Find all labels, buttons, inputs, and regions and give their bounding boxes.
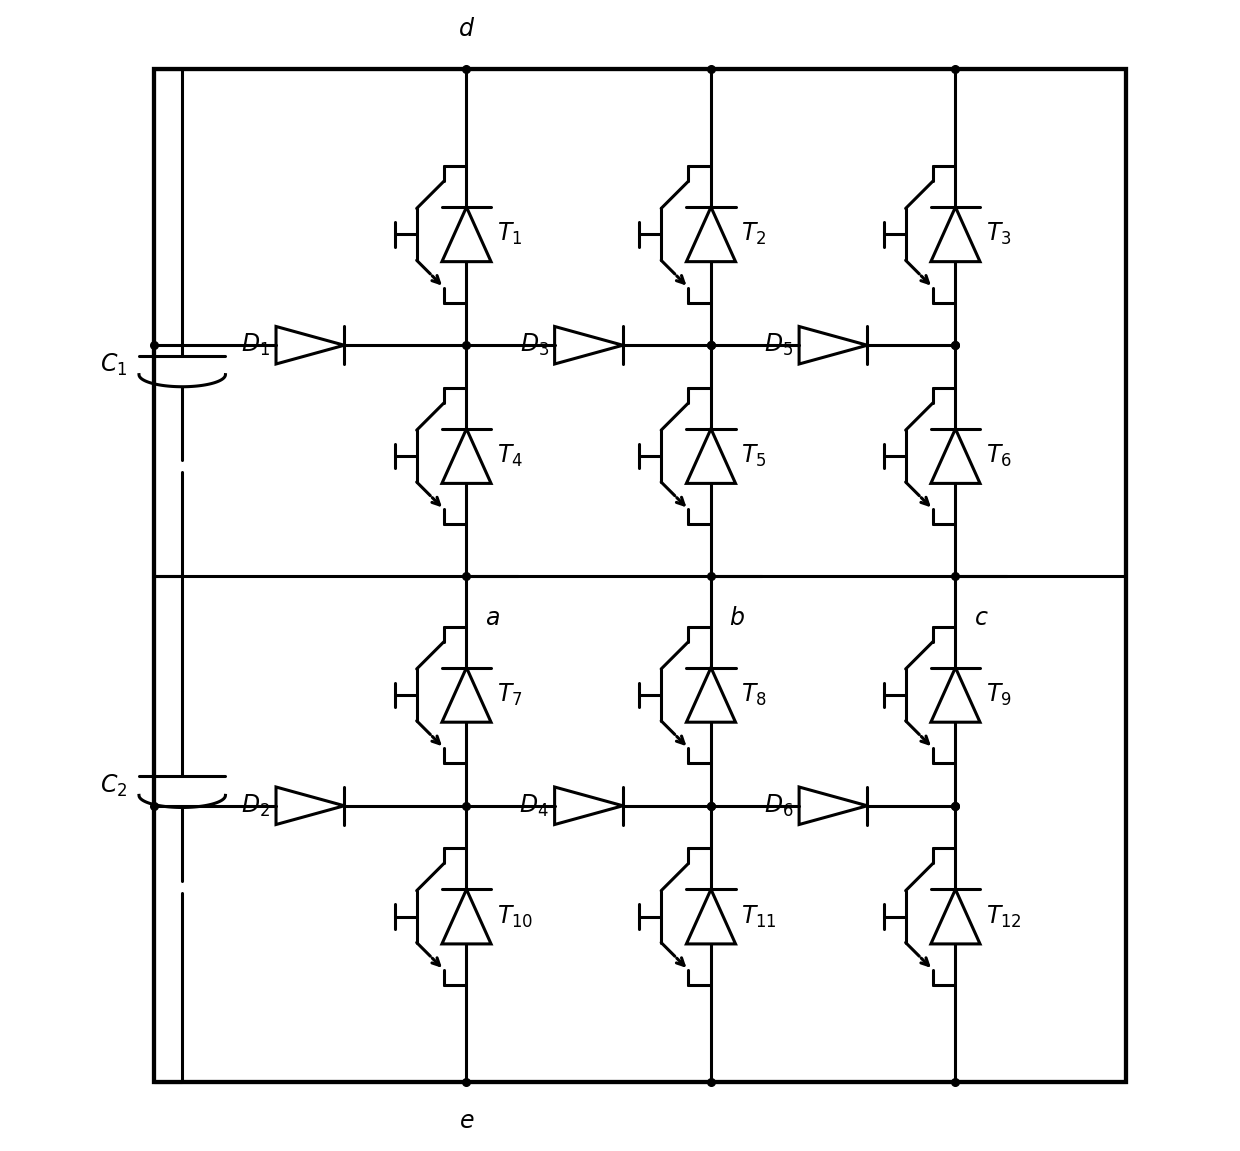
Text: $d$: $d$ [458,18,475,41]
Text: $T_4$: $T_4$ [497,443,523,470]
Text: $T_8$: $T_8$ [742,681,768,708]
Text: $T_5$: $T_5$ [742,443,766,470]
Text: $T_7$: $T_7$ [497,681,522,708]
Text: $b$: $b$ [729,608,744,631]
Text: $T_{11}$: $T_{11}$ [742,904,777,930]
Text: $D_3$: $D_3$ [520,333,549,358]
Text: $T_9$: $T_9$ [986,681,1012,708]
Text: $D_4$: $D_4$ [520,793,549,818]
Text: $a$: $a$ [485,608,500,631]
Bar [154,69,1126,1082]
Text: $T_{10}$: $T_{10}$ [497,904,533,930]
Text: $T_2$: $T_2$ [742,221,766,247]
Text: $T_{12}$: $T_{12}$ [986,904,1022,930]
Text: $e$: $e$ [459,1110,474,1133]
Text: $T_6$: $T_6$ [986,443,1012,470]
Text: $D_1$: $D_1$ [242,333,270,358]
Text: $C_1$: $C_1$ [100,352,128,379]
Text: $D_6$: $D_6$ [764,793,794,818]
Text: $T_1$: $T_1$ [497,221,522,247]
Text: $T_3$: $T_3$ [986,221,1012,247]
Text: $D_5$: $D_5$ [764,333,794,358]
Text: $c$: $c$ [973,608,988,631]
Text: $D_2$: $D_2$ [242,793,270,818]
Text: $C_2$: $C_2$ [100,772,128,799]
